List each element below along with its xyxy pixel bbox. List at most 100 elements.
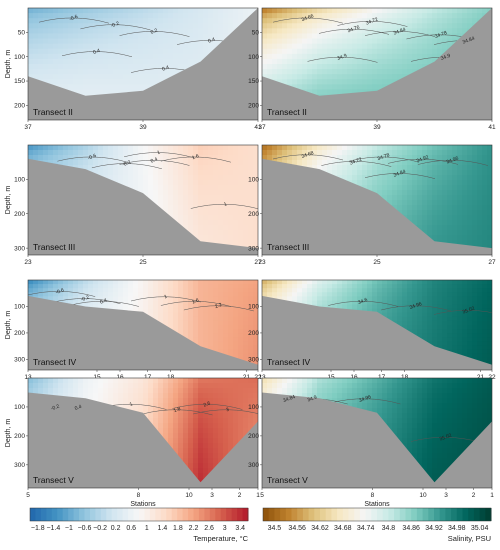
field-cell	[73, 300, 79, 306]
field-cell	[447, 240, 453, 246]
field-cell	[392, 145, 398, 151]
field-cell	[392, 205, 398, 211]
field-cell	[437, 210, 443, 216]
field-cell	[243, 195, 249, 201]
field-cell	[482, 145, 488, 151]
field-cell	[427, 190, 433, 196]
field-cell	[233, 230, 239, 236]
field-cell	[173, 180, 179, 186]
field-cell	[183, 8, 189, 14]
field-cell	[462, 210, 468, 216]
field-cell	[442, 170, 448, 176]
field-cell	[417, 165, 423, 171]
field-cell	[357, 180, 363, 186]
field-cell	[312, 58, 318, 65]
contour-label: 34.78	[377, 152, 391, 162]
field-cell	[143, 48, 149, 55]
field-cell	[218, 215, 224, 221]
field-cell	[68, 74, 74, 80]
field-cell	[367, 23, 373, 29]
field-cell	[238, 220, 244, 226]
field-cell	[88, 165, 94, 171]
field-cell	[53, 38, 59, 45]
field-cell	[68, 69, 74, 75]
field-cell	[233, 170, 239, 176]
field-cell	[432, 160, 438, 166]
field-cell	[198, 180, 204, 186]
field-cell	[143, 69, 149, 75]
field-cell	[148, 190, 154, 196]
field-cell	[108, 64, 114, 70]
field-cell	[467, 200, 473, 206]
field-cell	[302, 18, 308, 24]
field-cell	[163, 74, 169, 80]
field-cell	[332, 89, 338, 96]
field-cell	[203, 43, 209, 50]
field-cell	[118, 292, 124, 297]
field-cell	[188, 312, 194, 318]
field-cell	[243, 215, 249, 221]
field-cell	[322, 13, 328, 19]
field-cell	[138, 300, 144, 306]
field-cell	[103, 38, 109, 45]
field-cell	[168, 64, 174, 70]
field-cell	[292, 18, 298, 24]
field-cell	[302, 79, 308, 85]
field-cell	[43, 33, 49, 40]
field-cell	[382, 195, 388, 201]
field-cell	[287, 13, 293, 19]
field-cell	[382, 180, 388, 186]
field-cell	[223, 150, 229, 156]
field-cell	[322, 33, 328, 40]
field-cell	[143, 288, 149, 293]
field-cell	[173, 288, 179, 293]
field-cell	[447, 195, 453, 201]
field-cell	[108, 23, 114, 29]
field-cell	[337, 48, 343, 55]
field-cell	[297, 155, 303, 161]
field-cell	[452, 215, 458, 221]
field-cell	[317, 13, 323, 19]
field-cell	[123, 18, 129, 24]
field-cell	[178, 296, 184, 302]
field-cell	[103, 300, 109, 306]
field-cell	[457, 145, 463, 151]
field-cell	[203, 200, 209, 206]
field-cell	[402, 190, 408, 196]
field-cell	[362, 48, 368, 55]
field-cell	[287, 28, 293, 35]
field-cell	[407, 170, 413, 176]
field-cell	[78, 145, 84, 151]
field-cell	[188, 28, 194, 35]
field-cell	[352, 155, 358, 161]
field-cell	[133, 165, 139, 171]
field-cell	[287, 53, 293, 60]
field-cell	[412, 210, 418, 216]
field-cell	[213, 185, 219, 191]
field-cell	[153, 43, 159, 50]
field-cell	[53, 13, 59, 19]
field-cell	[437, 155, 443, 161]
field-cell	[477, 240, 483, 246]
field-cell	[198, 320, 204, 326]
field-cell	[138, 69, 144, 75]
field-cell	[118, 89, 124, 96]
field-cell	[412, 48, 418, 55]
field-cell	[467, 190, 473, 196]
field-cell	[203, 195, 209, 201]
field-cell	[417, 23, 423, 29]
field-cell	[472, 8, 478, 14]
field-cell	[412, 165, 418, 171]
field-cell	[427, 225, 433, 231]
field-cell	[452, 235, 458, 241]
field-cell	[397, 74, 403, 80]
field-cell	[53, 28, 59, 35]
field-cell	[392, 43, 398, 50]
field-cell	[168, 150, 174, 156]
field-cell	[302, 33, 308, 40]
field-cell	[457, 165, 463, 171]
field-cell	[352, 48, 358, 55]
field-cell	[302, 28, 308, 35]
field-cell	[233, 18, 239, 24]
field-cell	[277, 48, 283, 55]
